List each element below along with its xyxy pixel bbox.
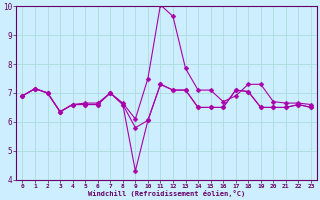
X-axis label: Windchill (Refroidissement éolien,°C): Windchill (Refroidissement éolien,°C)	[88, 190, 245, 197]
